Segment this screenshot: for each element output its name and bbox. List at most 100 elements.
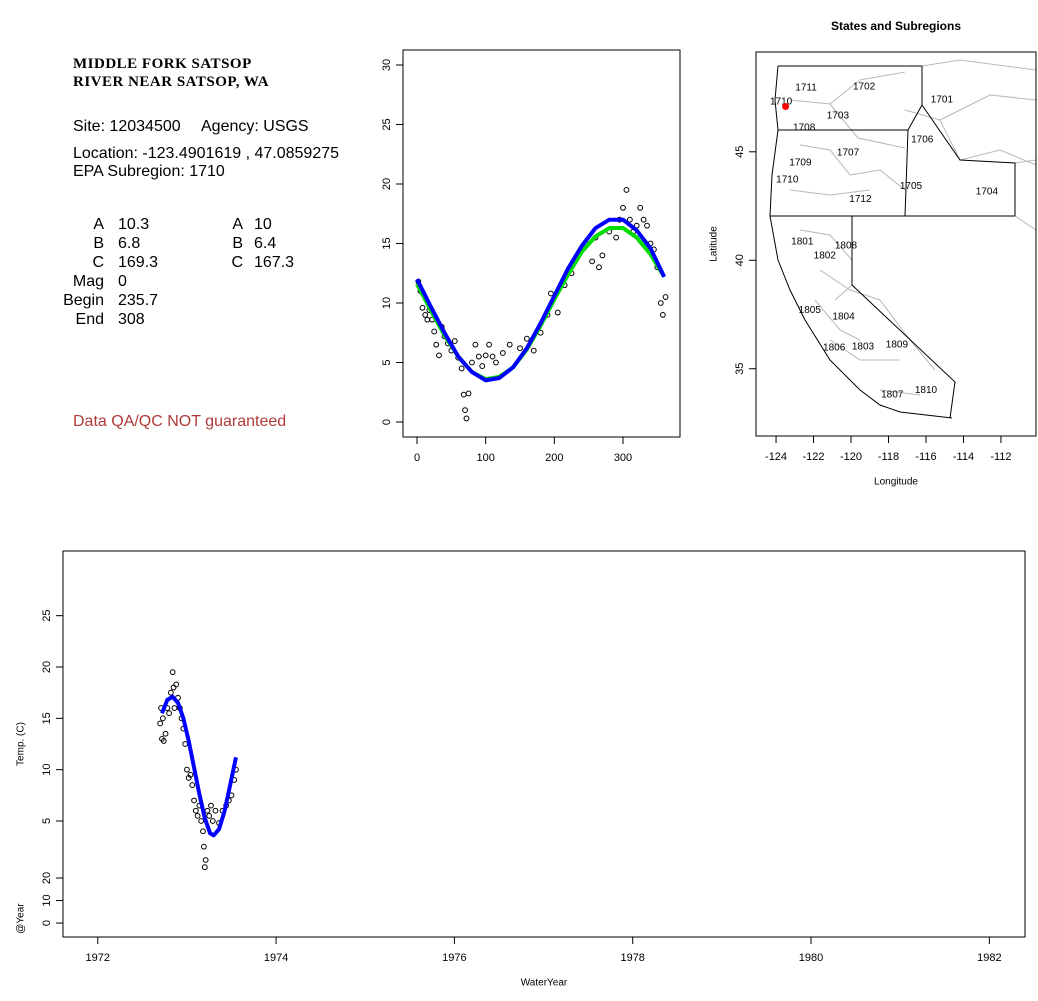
data-point [472,341,479,348]
data-point [201,864,208,871]
region-label: 1801 [791,236,814,247]
data-point [530,347,537,354]
data-point [200,828,206,835]
x-tick-label: 100 [476,452,494,464]
data-point [419,304,426,311]
data-point [167,689,174,696]
data-point [659,312,666,318]
data-point [623,187,630,193]
x-tick-label: 1976 [442,952,466,964]
data-point [198,818,205,824]
data-point [589,258,596,265]
param-value: 308 [118,311,145,328]
data-point [469,359,475,366]
param-value: 0 [118,273,127,290]
data-point [523,335,530,342]
x-axis-label: WaterYear [521,978,568,989]
x-tick-label: -114 [953,451,974,463]
data-point [157,720,164,727]
x-tick-label: 1982 [977,952,1001,964]
data-point [482,352,489,359]
data-point [159,715,166,722]
x-tick-label: 1978 [620,952,644,964]
region-label: 1710 [776,175,799,186]
location: Location: -123.4901619 , 47.0859275 [73,145,340,162]
data-point [184,766,190,773]
data-point [436,352,442,359]
data-point [200,843,207,850]
y-tick-label: 10 [381,297,393,309]
param-value: 6.8 [118,235,141,252]
site-id: Site: 12034500 [73,118,181,135]
y-tick-label: 25 [381,118,393,130]
data-point [640,216,647,223]
data-point [460,391,467,398]
x-tick-label: 1974 [264,952,288,964]
y-tick-label: 20 [381,178,393,190]
data-point [499,350,506,356]
data-point [187,771,194,778]
data-point [173,681,180,688]
fit-curve [415,226,666,382]
param-value: 167.3 [254,254,295,271]
param-value: 10.3 [118,216,150,233]
y-tick-label: 15 [381,237,393,249]
y-axis-label: Latitude [709,226,720,262]
data-point [160,738,167,744]
data-point [162,730,169,737]
data-point [517,345,523,352]
plot-frame [755,51,1037,437]
site-marker [782,103,790,111]
param-label: A [93,216,104,233]
param-label: End [75,311,104,328]
data-point [189,782,196,788]
region-label: 1711 [795,82,817,93]
region-label: 1809 [886,340,909,351]
data-point [662,294,669,300]
y-tick-label: 20 [41,872,53,884]
data-point [620,204,626,211]
param-value: 6.4 [254,235,277,252]
y-tick-label: 15 [41,712,53,724]
region-label: 1702 [853,81,876,92]
x-tick-label: 1980 [799,952,823,964]
param-label: B [232,235,243,252]
x-tick-label: -116 [915,451,936,463]
data-point [506,341,513,348]
data-point [599,252,606,259]
state-lines [769,65,1016,419]
region-label: 1703 [827,110,850,121]
region-label: 1807 [881,389,904,400]
data-point [206,812,213,819]
y-tick-label: 10 [41,764,53,776]
data-point [486,341,493,348]
y-axis-label: Temp. (C) [16,722,27,766]
y-tick-label: 30 [381,59,393,71]
data-point [637,204,644,211]
y-tick-label: 5 [381,359,393,365]
data-point [475,353,482,360]
y-tick-label: 20 [41,661,53,673]
data-point [185,774,192,781]
data-point [194,812,201,819]
region-label: 1810 [915,385,938,396]
data-point [208,802,214,809]
region-label: 1802 [814,251,837,262]
chart-title: States and Subregions [831,19,961,33]
data-point [458,365,465,372]
x-tick-label: 1972 [86,952,110,964]
param-label: Mag [72,273,104,290]
region-label: 1709 [789,157,812,168]
data-point [166,710,172,717]
region-label: 1806 [823,342,846,353]
x-tick-label: -124 [765,451,787,463]
region-label: 1708 [793,123,816,134]
region-label: 1803 [852,342,875,353]
site-title: MIDDLE FORK SATSOP [73,56,252,72]
y-tick-label: 35 [734,363,746,375]
data-point [204,807,211,814]
data-point [182,741,189,747]
region-label: 1805 [799,305,822,316]
data-point [626,216,633,223]
